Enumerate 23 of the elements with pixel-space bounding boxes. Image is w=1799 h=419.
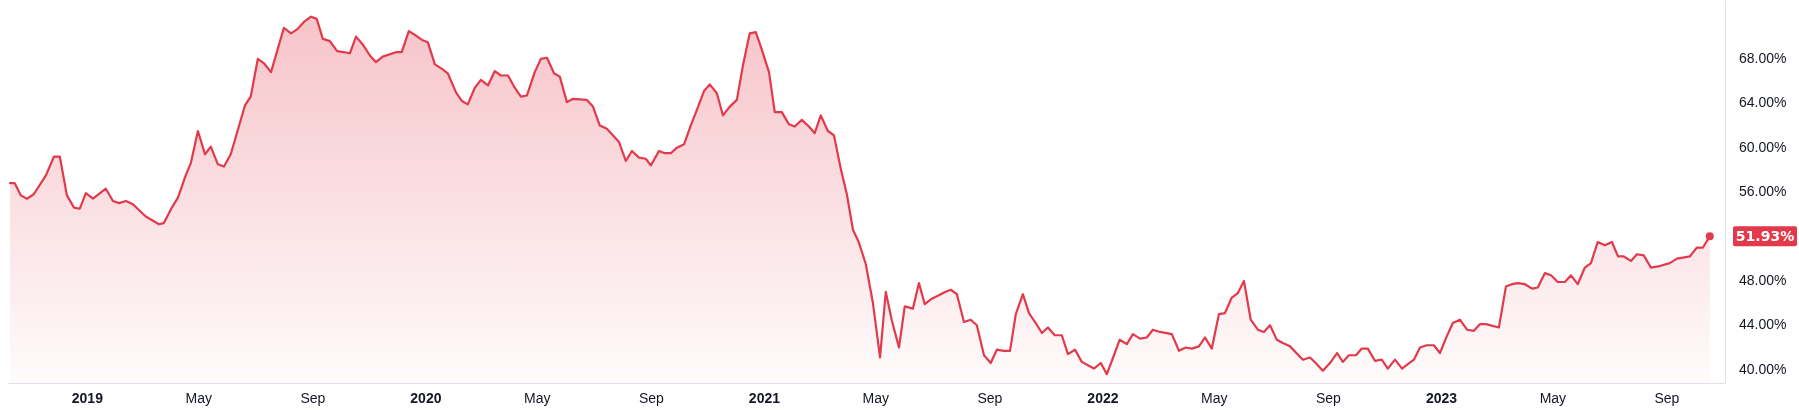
x-tick-label: Sep <box>1315 389 1342 406</box>
y-tick-label: 56.00% <box>1739 182 1787 199</box>
x-tick-label: May <box>862 389 890 406</box>
y-tick-label: 60.00% <box>1739 138 1787 155</box>
x-tick-label: 2022 <box>1087 389 1119 406</box>
x-tick-label: 2023 <box>1425 389 1458 406</box>
x-tick-label: May <box>524 389 551 406</box>
y-tick-label: 44.00% <box>1739 316 1787 333</box>
x-tick-label: Sep <box>977 389 1003 406</box>
x-tick-label: Sep <box>300 389 326 406</box>
y-tick-label: 48.00% <box>1739 271 1787 288</box>
x-tick-label: May <box>185 389 212 406</box>
x-tick-label: 2021 <box>748 389 781 406</box>
x-tick-label: 2019 <box>71 389 104 406</box>
y-tick-label: 64.00% <box>1739 94 1787 111</box>
x-tick-label: May <box>1539 389 1567 406</box>
annotation: 51.93% <box>1735 228 1795 245</box>
x-tick-label: Sep <box>1654 389 1680 406</box>
x-tick-label: Sep <box>638 389 665 406</box>
x-tick-label: 2020 <box>410 389 442 406</box>
x-tick-label: May <box>1201 389 1228 406</box>
y-tick-label: 68.00% <box>1739 49 1787 66</box>
y-tick-label: 40.00% <box>1739 360 1787 377</box>
